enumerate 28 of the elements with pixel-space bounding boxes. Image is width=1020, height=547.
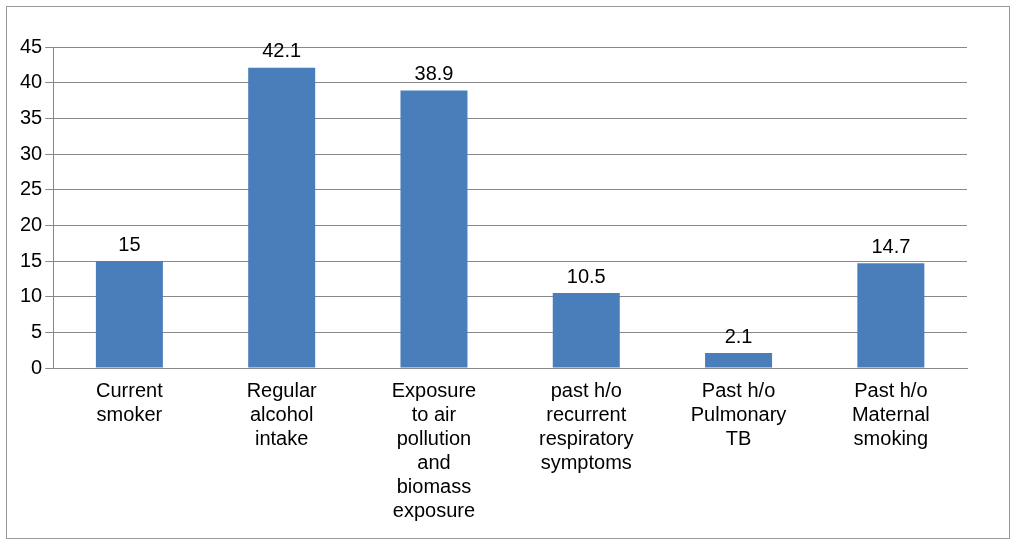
x-tick-label: Regular alcohol intake — [246, 378, 318, 449]
data-label: 10.5 — [566, 264, 606, 287]
data-label: 42.1 — [262, 39, 302, 62]
bar — [552, 293, 620, 368]
bar — [400, 90, 468, 368]
x-tick-label: Exposure to air pollution and biomass exposure — [391, 378, 477, 521]
y-tick-label: 40 — [20, 70, 43, 93]
y-tick-label: 35 — [20, 105, 43, 128]
x-tick-label: past h/o recurrent respiratory symptoms — [539, 378, 634, 473]
x-tick-label: Current smoker — [96, 378, 164, 425]
y-tick-label: 0 — [31, 355, 43, 378]
data-label: 14.7 — [871, 234, 911, 257]
bar — [248, 67, 316, 368]
bar — [95, 261, 163, 368]
data-label: 2.1 — [724, 324, 753, 347]
x-tick-label: Past h/o Maternal smoking — [851, 378, 930, 449]
y-tick-label: 10 — [20, 284, 43, 307]
bar — [705, 353, 773, 368]
y-tick-label: 25 — [20, 177, 43, 200]
x-tick-label: Past h/o Pulmonary TB — [690, 378, 787, 449]
y-tick-label: 20 — [20, 212, 43, 235]
data-label: 15 — [118, 232, 141, 255]
bar — [857, 263, 925, 368]
data-label: 38.9 — [414, 62, 454, 85]
y-tick-label: 5 — [31, 319, 43, 342]
y-tick-label: 45 — [20, 34, 43, 57]
y-tick-label: 30 — [20, 141, 43, 164]
y-tick-label: 15 — [20, 248, 43, 271]
